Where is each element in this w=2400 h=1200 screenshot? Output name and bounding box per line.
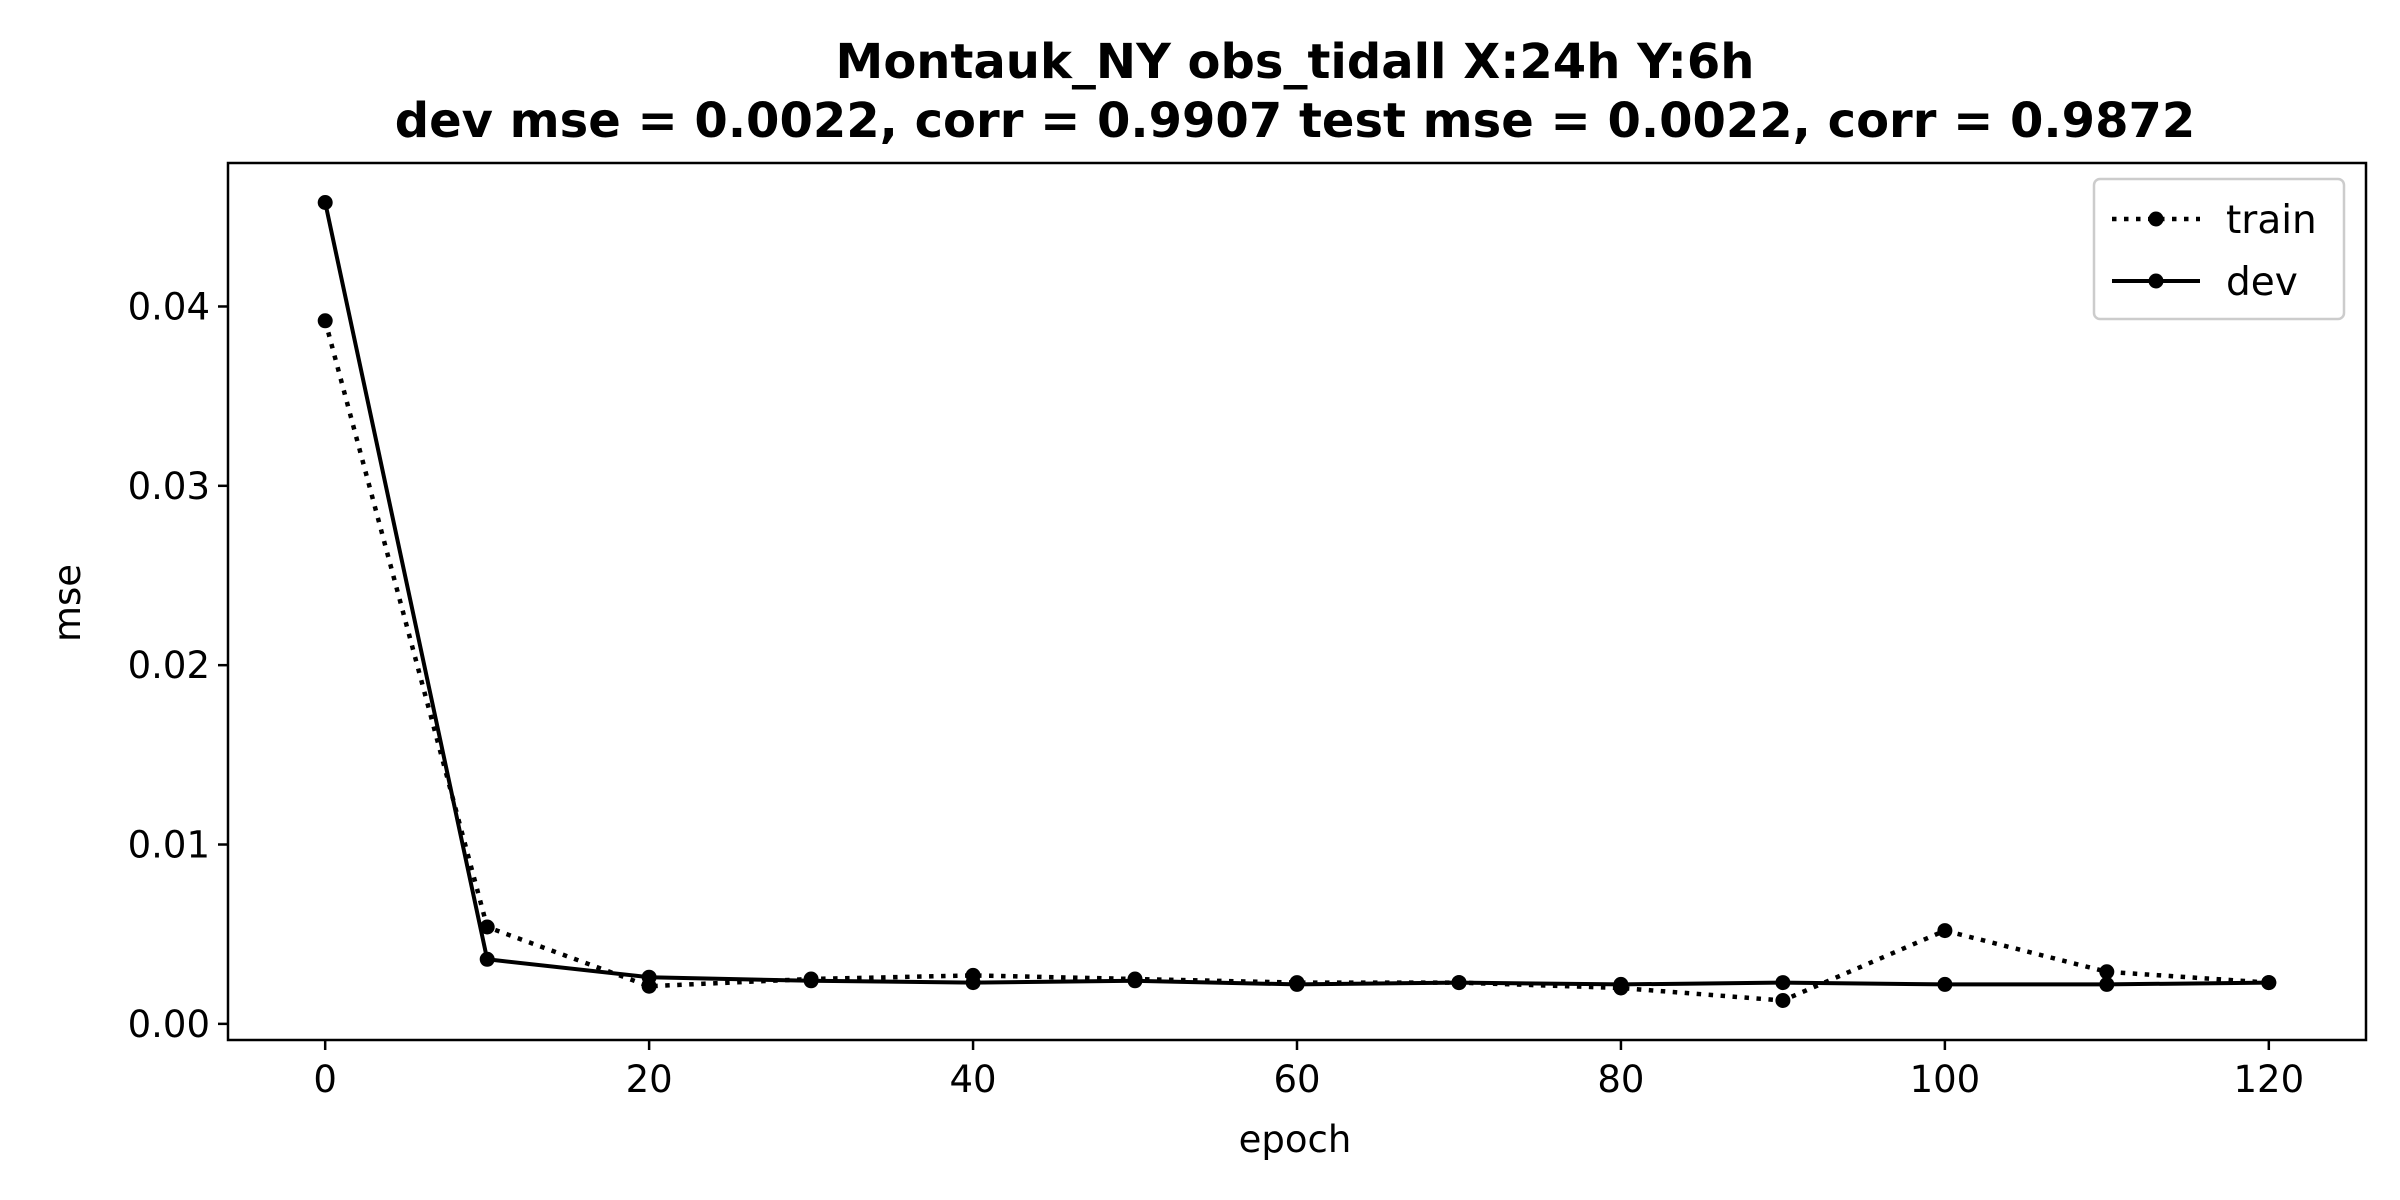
data-point-dev-8 <box>1613 976 1629 992</box>
data-point-dev-10 <box>1937 976 1953 992</box>
x-tick-label-20: 20 <box>626 1058 673 1101</box>
y-tick-label-3: 0.03 <box>128 465 210 508</box>
data-point-dev-6 <box>1289 976 1305 992</box>
data-point-dev-11 <box>2099 976 2115 992</box>
x-axis-label: epoch <box>1239 1118 1352 1161</box>
data-point-dev-3 <box>803 973 819 989</box>
data-point-train-0 <box>317 313 333 329</box>
y-axis: 0.00 0.01 0.02 0.03 0.04 <box>128 285 228 1046</box>
x-tick-label-120: 120 <box>2234 1058 2305 1101</box>
data-point-dev-4 <box>965 975 981 991</box>
data-point-train-1 <box>479 919 495 935</box>
legend-label-train: train <box>2226 198 2317 243</box>
data-point-train-9 <box>1775 993 1791 1008</box>
plot-frame <box>226 161 2368 1042</box>
x-tick-label-0: 0 <box>313 1058 337 1101</box>
data-point-dev-7 <box>1451 975 1467 991</box>
x-axis: 0 20 40 60 80 100 120 <box>313 1040 2304 1101</box>
series-line-train <box>323 320 2269 1003</box>
data-point-dev-5 <box>1127 973 1143 989</box>
legend-label-dev: dev <box>2226 260 2298 305</box>
data-point-dev-1 <box>479 951 495 967</box>
legend: train dev <box>2092 177 2346 321</box>
legend-marker-train <box>2148 211 2164 227</box>
chart-title-line-1: Montauk_NY obs_tidall X:24h Y:6h <box>836 34 1755 90</box>
y-tick-label-2: 0.02 <box>128 644 210 687</box>
y-tick-label-1: 0.01 <box>128 824 210 867</box>
data-point-train-11 <box>2099 964 2115 980</box>
y-axis-label: mse <box>46 564 89 642</box>
x-tick-label-100: 100 <box>1910 1058 1981 1101</box>
plot-area <box>226 161 2368 1042</box>
legend-marker-dev <box>2148 273 2164 289</box>
data-point-dev-12 <box>2261 975 2277 991</box>
x-tick-label-60: 60 <box>1273 1058 1320 1101</box>
data-point-dev-0 <box>317 195 333 210</box>
data-point-dev-2 <box>641 969 657 985</box>
data-point-dev-9 <box>1775 975 1791 991</box>
series-line-dev <box>323 202 2269 987</box>
y-tick-label-0: 0.00 <box>128 1003 210 1046</box>
chart-title-line-2: dev mse = 0.0022, corr = 0.9907 test mse… <box>395 93 2196 149</box>
data-point-train-10 <box>1937 923 1953 939</box>
x-tick-label-80: 80 <box>1597 1058 1644 1101</box>
x-tick-label-40: 40 <box>950 1058 997 1101</box>
y-tick-label-4: 0.04 <box>128 285 210 328</box>
